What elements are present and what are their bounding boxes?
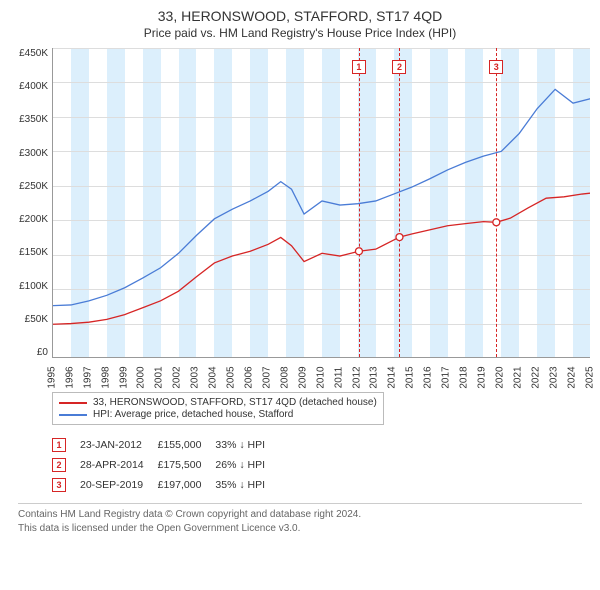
sale-row: 1 23-JAN-2012£155,00033% ↓ HPI — [52, 435, 279, 455]
y-tick: £450K — [10, 48, 52, 59]
sale-date: 28-APR-2014 — [80, 455, 158, 475]
legend-swatch — [59, 402, 87, 404]
legend-item: HPI: Average price, detached house, Staf… — [59, 409, 377, 420]
series-line — [53, 89, 590, 305]
sale-marker-dot — [355, 248, 362, 255]
chart-lines — [53, 48, 590, 358]
sale-delta: 26% ↓ HPI — [215, 455, 279, 475]
legend-label: HPI: Average price, detached house, Staf… — [93, 409, 293, 420]
sale-marker-dot — [396, 234, 403, 241]
footer: Contains HM Land Registry data © Crown c… — [18, 503, 582, 535]
sale-row: 3 20-SEP-2019£197,00035% ↓ HPI — [52, 475, 279, 495]
y-axis: £450K £400K £350K £300K £250K £200K £150K £100K… — [10, 48, 52, 358]
legend-item: 33, HERONSWOOD, STAFFORD, ST17 4QD (deta… — [59, 397, 377, 408]
sale-row: 2 28-APR-2014£175,50026% ↓ HPI — [52, 455, 279, 475]
y-tick: £50K — [10, 314, 52, 325]
y-tick: £150K — [10, 247, 52, 258]
sale-box-icon: 3 — [52, 478, 66, 492]
sale-price: £197,000 — [158, 475, 216, 495]
y-tick: £400K — [10, 81, 52, 92]
chart: £450K £400K £350K £300K £250K £200K £150K £100K… — [10, 48, 590, 388]
y-tick: £0 — [10, 347, 52, 358]
series-legend: 33, HERONSWOOD, STAFFORD, ST17 4QD (deta… — [52, 392, 384, 425]
sale-delta: 33% ↓ HPI — [215, 435, 279, 455]
sale-price: £175,500 — [158, 455, 216, 475]
y-tick: £200K — [10, 214, 52, 225]
y-tick: £350K — [10, 114, 52, 125]
footer-line-1: Contains HM Land Registry data © Crown c… — [18, 508, 582, 522]
sale-price: £155,000 — [158, 435, 216, 455]
sale-date: 20-SEP-2019 — [80, 475, 158, 495]
plot-area: 123 — [52, 48, 590, 358]
sales-legend: 1 23-JAN-2012£155,00033% ↓ HPI 2 28-APR-201… — [52, 435, 590, 495]
chart-subtitle: Price paid vs. HM Land Registry's House … — [10, 26, 590, 40]
chart-title: 33, HERONSWOOD, STAFFORD, ST17 4QD — [10, 8, 590, 24]
x-axis: 1995199619971998199920002001200220032004… — [52, 358, 590, 388]
sale-box-icon: 2 — [52, 458, 66, 472]
y-tick: £100K — [10, 281, 52, 292]
sale-delta: 35% ↓ HPI — [215, 475, 279, 495]
y-tick: £300K — [10, 148, 52, 159]
series-line — [53, 193, 590, 325]
legend-swatch — [59, 414, 87, 416]
sale-marker-dot — [493, 219, 500, 226]
sale-date: 23-JAN-2012 — [80, 435, 158, 455]
y-tick: £250K — [10, 181, 52, 192]
sale-box-icon: 1 — [52, 438, 66, 452]
legend-label: 33, HERONSWOOD, STAFFORD, ST17 4QD (deta… — [93, 397, 377, 408]
sales-table: 1 23-JAN-2012£155,00033% ↓ HPI 2 28-APR-201… — [52, 435, 279, 495]
footer-line-2: This data is licensed under the Open Gov… — [18, 522, 582, 536]
